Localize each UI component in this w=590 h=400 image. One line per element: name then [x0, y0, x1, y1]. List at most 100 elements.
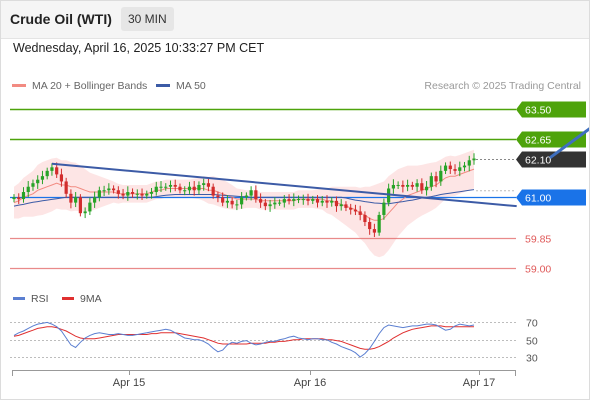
timeframe-button[interactable]: 30 MIN: [121, 7, 174, 31]
level-label-3: 61.00: [525, 193, 551, 205]
credit-label: Research © 2025 Trading Central: [424, 80, 581, 92]
candle-body: [83, 211, 87, 214]
candle-body: [154, 186, 158, 193]
candle-body: [377, 214, 381, 233]
legend-9ma-label: 9MA: [80, 293, 102, 305]
candle-body: [26, 186, 30, 193]
candle-body: [353, 209, 358, 212]
level-label-1: 62.65: [525, 135, 551, 147]
candle-body: [339, 204, 343, 207]
candle-body: [363, 214, 367, 223]
x-tick-label-1: Apr 16: [294, 377, 326, 389]
rsi-line: [13, 321, 475, 358]
candle-body: [55, 167, 59, 175]
candle-body: [330, 200, 334, 203]
candle-body: [301, 199, 305, 201]
candle-body: [462, 165, 467, 168]
candle-body: [306, 199, 310, 201]
candle-body: [434, 176, 438, 182]
candle-body: [439, 170, 443, 182]
candle-body: [325, 200, 329, 203]
candle-body: [88, 202, 92, 212]
candle-body: [135, 193, 139, 195]
rsi-tick-label-1: 50: [526, 336, 538, 348]
candle-body: [235, 204, 239, 206]
candle-body: [93, 197, 97, 203]
level-label-4: 59.85: [525, 234, 551, 246]
candle-body: [116, 190, 120, 194]
legend-rsi: RSI: [13, 293, 49, 305]
candle-body: [391, 184, 395, 189]
candle-body: [387, 188, 391, 203]
candle-body: [102, 190, 106, 192]
candle-body: [277, 202, 282, 204]
candle-body: [406, 184, 410, 187]
rsi-ma9-line: [13, 325, 474, 350]
candle-body: [320, 200, 324, 203]
candle-body: [130, 192, 135, 194]
candle-body: [183, 190, 187, 192]
candle-body: [107, 188, 111, 191]
candle-body: [12, 197, 16, 200]
candle-body: [21, 192, 26, 200]
candle-body: [230, 200, 234, 205]
candle-body: [292, 199, 296, 201]
candle-body: [40, 176, 45, 180]
candle-body: [17, 197, 21, 200]
candle-body: [121, 193, 125, 196]
candle-body: [173, 184, 177, 187]
candle-body: [396, 184, 400, 186]
rsi-tick-label-2: 70: [526, 318, 538, 330]
x-tick-label-2: Apr 17: [463, 377, 495, 389]
chart-header: Crude Oil (WTI) 30 MIN: [0, 0, 590, 39]
ma-bb-swatch: [12, 83, 26, 87]
candle-body: [368, 222, 372, 230]
candle-body: [273, 202, 277, 205]
candle-body: [263, 202, 267, 207]
candle-body: [36, 179, 40, 184]
candle-body: [97, 190, 101, 198]
candle-body: [187, 186, 192, 191]
candle-body: [415, 183, 419, 187]
ma20-line: [13, 168, 475, 221]
level-label-2: 62.10: [525, 155, 551, 167]
candle-body: [268, 204, 272, 207]
legend-9ma: 9MA: [62, 293, 102, 305]
candle-body: [311, 199, 315, 201]
level-tag-2: [516, 151, 586, 168]
candle-body: [178, 186, 182, 191]
candle-body: [296, 199, 301, 201]
projection-arrow-shaft: [548, 126, 590, 160]
candle-body: [349, 207, 353, 210]
ma50-line: [13, 189, 475, 207]
rsi-tick-label-0: 30: [526, 353, 538, 365]
candle-body: [334, 200, 339, 207]
datetime-label: Wednesday, April 16, 2025 10:33:27 PM CE…: [13, 41, 265, 55]
candle-body: [244, 195, 248, 198]
candle-body: [45, 170, 49, 177]
candles: [12, 153, 476, 238]
bollinger-band: [14, 149, 474, 258]
candle-body: [458, 167, 462, 171]
candle-body: [472, 158, 476, 161]
candle-body: [420, 183, 424, 191]
candle-body: [69, 193, 73, 203]
candle-body: [50, 167, 54, 171]
candle-body: [197, 184, 201, 191]
ma50-swatch: [156, 83, 170, 87]
candle-body: [59, 174, 64, 182]
legend-rsi-label: RSI: [31, 293, 49, 305]
candle-body: [140, 193, 144, 196]
candle-body: [149, 192, 154, 194]
candle-body: [249, 190, 253, 196]
candle-body: [111, 188, 116, 191]
candle-body: [453, 169, 457, 171]
candle-body: [287, 199, 291, 201]
candle-body: [344, 204, 348, 208]
candle-body: [448, 165, 452, 170]
candle-body: [202, 183, 206, 185]
candle-body: [216, 195, 220, 198]
candle-body: [315, 199, 320, 203]
candle-body: [240, 197, 244, 205]
